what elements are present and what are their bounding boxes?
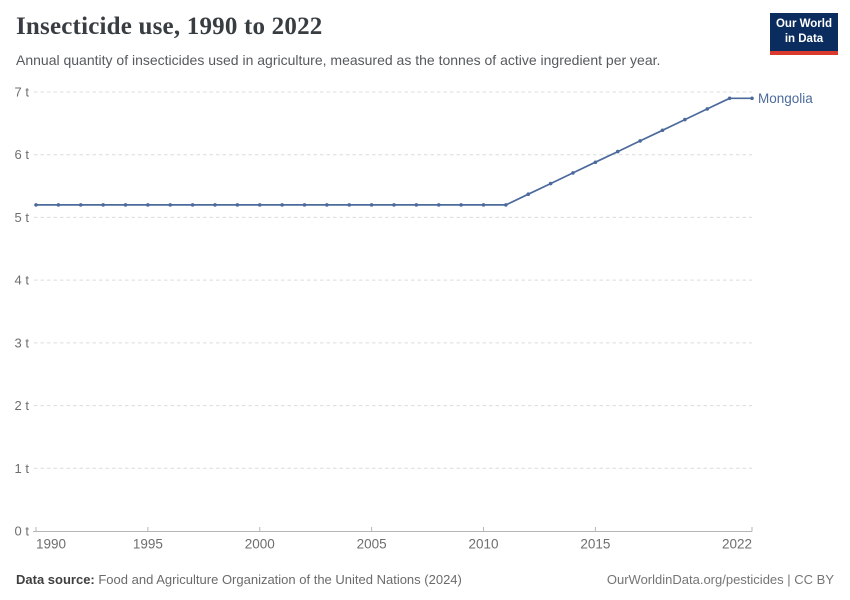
data-point[interactable] (593, 160, 598, 165)
y-tick-label: 1 t (15, 461, 30, 476)
data-point[interactable] (347, 203, 352, 207)
owid-logo[interactable]: Our World in Data (770, 13, 838, 55)
data-point[interactable] (34, 203, 38, 207)
y-tick-label: 2 t (15, 398, 30, 413)
data-point[interactable] (168, 203, 173, 207)
x-tick-label: 2022 (722, 537, 752, 552)
data-point[interactable] (280, 203, 284, 207)
data-point[interactable] (436, 203, 441, 207)
y-tick-label: 6 t (15, 147, 30, 162)
x-tick-label: 1990 (36, 537, 66, 552)
data-point[interactable] (257, 203, 262, 207)
data-point[interactable] (414, 203, 419, 207)
chart-footer: Data source: Food and Agriculture Organi… (16, 572, 834, 587)
y-tick-label: 7 t (15, 85, 30, 100)
data-point[interactable] (705, 107, 710, 111)
data-point[interactable] (213, 203, 217, 207)
data-point[interactable] (504, 203, 508, 207)
data-source-label: Data source: (16, 572, 95, 587)
data-point[interactable] (571, 171, 575, 175)
x-tick-label: 2005 (357, 537, 387, 552)
y-tick-label: 3 t (15, 335, 30, 350)
data-point[interactable] (392, 203, 396, 207)
data-point[interactable] (481, 203, 486, 207)
data-point[interactable] (526, 192, 531, 197)
y-tick-label: 4 t (15, 273, 30, 288)
x-tick-label: 1995 (133, 537, 163, 552)
data-point[interactable] (750, 96, 754, 101)
credit-link[interactable]: OurWorldinData.org/pesticides | CC BY (606, 572, 834, 587)
series-label-mongolia[interactable]: Mongolia (758, 91, 813, 106)
data-point[interactable] (325, 203, 329, 207)
data-point[interactable] (123, 203, 128, 207)
chart-subtitle: Annual quantity of insecticides used in … (16, 52, 661, 68)
data-point[interactable] (190, 203, 195, 207)
data-source-text: Food and Agriculture Organization of the… (94, 572, 462, 587)
line-series-mongolia[interactable] (35, 97, 753, 206)
x-tick-label: 2000 (245, 537, 275, 552)
data-point[interactable] (146, 203, 150, 207)
data-point[interactable] (727, 96, 732, 101)
data-point[interactable] (369, 203, 374, 207)
data-point[interactable] (638, 139, 642, 143)
y-tick-label: 5 t (15, 210, 30, 225)
data-point[interactable] (235, 203, 240, 207)
data-point[interactable] (101, 203, 105, 207)
data-point[interactable] (459, 203, 463, 207)
owid-logo-line1: Our World (775, 18, 832, 30)
data-source[interactable]: Data source: Food and Agriculture Organi… (16, 572, 462, 587)
data-point[interactable] (683, 117, 687, 122)
data-point[interactable] (660, 128, 665, 133)
data-point[interactable] (548, 181, 553, 186)
y-tick-label: 0 t (15, 524, 30, 539)
chart-title: Insecticide use, 1990 to 2022 (16, 13, 323, 40)
x-tick-label: 2010 (468, 537, 498, 552)
data-point[interactable] (302, 203, 307, 207)
data-point[interactable] (615, 149, 620, 154)
data-point[interactable] (78, 203, 83, 207)
owid-logo-line2: in Data (784, 32, 824, 45)
data-point[interactable] (56, 203, 61, 207)
x-tick-label: 2015 (580, 537, 610, 552)
